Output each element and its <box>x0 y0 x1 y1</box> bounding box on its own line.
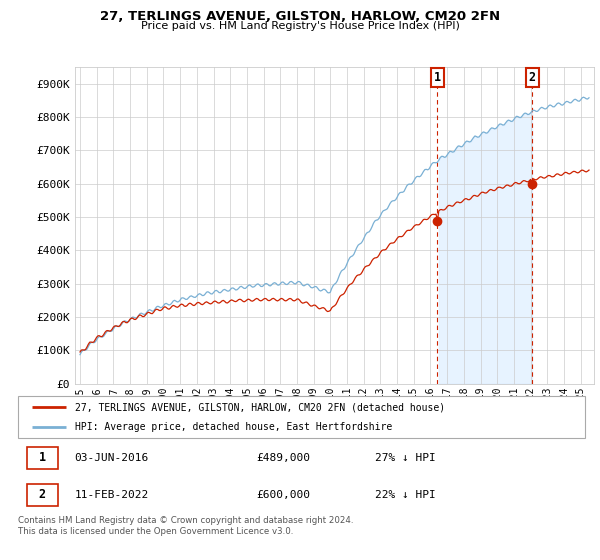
Text: 1: 1 <box>38 451 46 464</box>
Text: 2: 2 <box>529 71 536 83</box>
Text: 22% ↓ HPI: 22% ↓ HPI <box>375 490 436 500</box>
Text: 27% ↓ HPI: 27% ↓ HPI <box>375 453 436 463</box>
FancyBboxPatch shape <box>18 396 585 438</box>
FancyBboxPatch shape <box>26 484 58 506</box>
Text: 1: 1 <box>434 71 441 83</box>
Text: Contains HM Land Registry data © Crown copyright and database right 2024.
This d: Contains HM Land Registry data © Crown c… <box>18 516 353 536</box>
Text: HPI: Average price, detached house, East Hertfordshire: HPI: Average price, detached house, East… <box>75 422 392 432</box>
Text: 27, TERLINGS AVENUE, GILSTON, HARLOW, CM20 2FN: 27, TERLINGS AVENUE, GILSTON, HARLOW, CM… <box>100 10 500 23</box>
Text: 03-JUN-2016: 03-JUN-2016 <box>75 453 149 463</box>
Text: 2: 2 <box>38 488 46 501</box>
Text: 27, TERLINGS AVENUE, GILSTON, HARLOW, CM20 2FN (detached house): 27, TERLINGS AVENUE, GILSTON, HARLOW, CM… <box>75 402 445 412</box>
Text: £600,000: £600,000 <box>256 490 310 500</box>
Text: Price paid vs. HM Land Registry's House Price Index (HPI): Price paid vs. HM Land Registry's House … <box>140 21 460 31</box>
Text: 11-FEB-2022: 11-FEB-2022 <box>75 490 149 500</box>
Text: £489,000: £489,000 <box>256 453 310 463</box>
FancyBboxPatch shape <box>26 447 58 469</box>
